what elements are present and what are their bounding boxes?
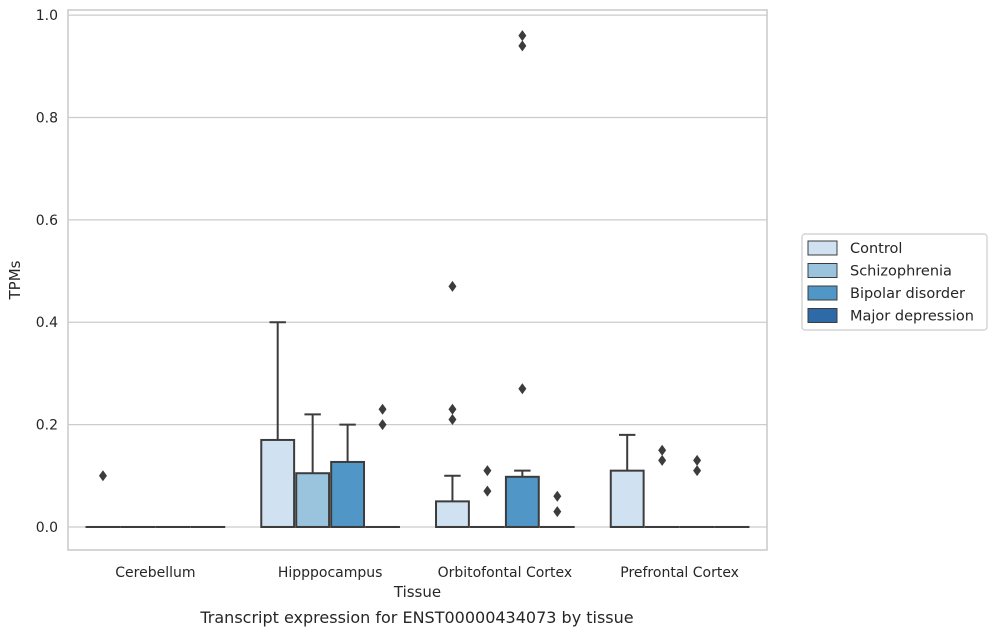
x-tick-label: Prefrontal Cortex	[620, 565, 739, 581]
box-group	[330, 423, 366, 528]
outlier-point	[518, 40, 527, 52]
box-group	[609, 433, 645, 528]
x-axis-ticks: Cerebellum Hipppocampus Orbitofontal Corte…	[115, 565, 739, 581]
outlier-point	[553, 490, 562, 502]
outlier-point	[693, 465, 702, 477]
outlier-point	[518, 30, 527, 42]
outlier-point	[378, 419, 387, 431]
box-group	[504, 30, 540, 528]
y-tick-label: 0.4	[36, 315, 58, 331]
legend-swatch	[807, 240, 838, 256]
y-axis-label: TPMs	[6, 260, 24, 300]
outlier-point	[658, 444, 667, 456]
x-tick-label: Orbitofontal Cortex	[438, 565, 573, 581]
outlier-point	[483, 465, 492, 477]
legend-label: Major depression	[850, 309, 974, 325]
box-group	[469, 465, 505, 528]
y-tick-label: 0.6	[36, 213, 58, 229]
y-tick-label: 0.2	[36, 418, 58, 434]
y-tick-label: 1.0	[36, 8, 58, 24]
outlier-point	[693, 454, 702, 466]
box	[330, 460, 366, 528]
legend-label: Schizophrenia	[850, 264, 952, 280]
box	[295, 472, 331, 528]
y-tick-label: 0.8	[36, 110, 58, 126]
legend-label: Control	[850, 241, 902, 257]
y-axis-ticks: 0.0 0.2 0.4 0.6 0.8 1.0	[36, 8, 58, 536]
legend-label: Bipolar disorder	[850, 286, 965, 302]
legend-swatch	[807, 285, 838, 301]
box-group	[365, 403, 400, 528]
outlier-point	[553, 506, 562, 518]
outlier-point	[98, 470, 107, 482]
box	[435, 500, 470, 528]
outlier-point	[658, 454, 667, 466]
outlier-point	[378, 403, 387, 415]
outlier-point	[518, 383, 527, 395]
legend: Control Schizophrenia Bipolar disorder Majo…	[801, 233, 988, 331]
legend-swatch	[807, 308, 838, 323]
legend-frame	[801, 233, 988, 331]
plot-frame	[67, 9, 768, 551]
x-axis-label: Tissue	[393, 583, 441, 601]
box	[609, 469, 645, 528]
box	[260, 438, 296, 528]
box-plot-area	[85, 30, 750, 528]
legend-swatch	[807, 263, 838, 278]
y-tick-label: 0.0	[36, 520, 58, 536]
box-group	[644, 444, 680, 528]
box-group	[260, 321, 296, 528]
outlier-point	[483, 485, 492, 497]
outlier-point	[448, 280, 457, 292]
outlier-point	[448, 413, 457, 425]
outlier-point	[448, 403, 457, 415]
x-tick-label: Hipppocampus	[278, 565, 383, 581]
box-group	[295, 413, 331, 528]
x-tick-label: Cerebellum	[115, 565, 195, 581]
box-group	[435, 280, 470, 528]
box-group	[679, 454, 715, 528]
box	[504, 475, 540, 528]
box-group	[85, 470, 121, 528]
box-group	[539, 490, 575, 528]
chart-caption: Transcript expression for ENST0000043407…	[199, 608, 633, 627]
